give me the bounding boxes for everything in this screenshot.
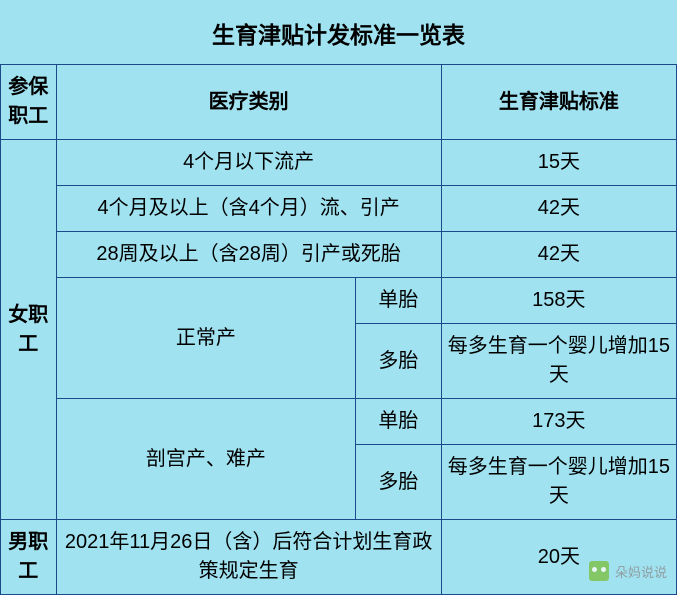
- table-row: 男职工 2021年11月26日（含）后符合计划生育政策规定生育 20天: [1, 520, 677, 595]
- header-category: 医疗类别: [56, 65, 441, 140]
- cell-standard: 每多生育一个婴儿增加15天: [441, 445, 676, 520]
- table-row: 女职工 4个月以下流产 15天: [1, 140, 677, 186]
- table-row: 28周及以上（含28周）引产或死胎 42天: [1, 232, 677, 278]
- allowance-table: 参保职工 医疗类别 生育津贴标准 女职工 4个月以下流产 15天 4个月及以上（…: [0, 64, 677, 595]
- cell-category: 28周及以上（含28周）引产或死胎: [56, 232, 441, 278]
- cell-category: 剖宫产、难产: [56, 399, 355, 520]
- cell-standard: 每多生育一个婴儿增加15天: [441, 324, 676, 399]
- table-container: 生育津贴计发标准一览表 参保职工 医疗类别 生育津贴标准 女职工 4个月以下流产…: [0, 0, 677, 595]
- watermark-text: 朵妈说说: [615, 562, 667, 581]
- cell-subtype: 多胎: [356, 445, 442, 520]
- table-row: 正常产 单胎 158天: [1, 278, 677, 324]
- table-row: 剖宫产、难产 单胎 173天: [1, 399, 677, 445]
- table-header-row: 参保职工 医疗类别 生育津贴标准: [1, 65, 677, 140]
- cell-standard: 158天: [441, 278, 676, 324]
- cell-subtype: 单胎: [356, 278, 442, 324]
- cell-category: 正常产: [56, 278, 355, 399]
- male-label: 男职工: [1, 520, 57, 595]
- cell-standard: 42天: [441, 232, 676, 278]
- wechat-icon: [589, 561, 609, 581]
- female-label: 女职工: [1, 140, 57, 520]
- table-row: 4个月及以上（含4个月）流、引产 42天: [1, 186, 677, 232]
- cell-standard: 42天: [441, 186, 676, 232]
- cell-standard: 15天: [441, 140, 676, 186]
- cell-subtype: 多胎: [356, 324, 442, 399]
- header-standard: 生育津贴标准: [441, 65, 676, 140]
- cell-category: 2021年11月26日（含）后符合计划生育政策规定生育: [56, 520, 441, 595]
- page-title: 生育津贴计发标准一览表: [0, 0, 677, 64]
- cell-category: 4个月以下流产: [56, 140, 441, 186]
- header-insured: 参保职工: [1, 65, 57, 140]
- cell-category: 4个月及以上（含4个月）流、引产: [56, 186, 441, 232]
- cell-subtype: 单胎: [356, 399, 442, 445]
- watermark: 朵妈说说: [589, 561, 667, 581]
- cell-standard: 173天: [441, 399, 676, 445]
- cell-standard: 20天: [441, 520, 676, 595]
